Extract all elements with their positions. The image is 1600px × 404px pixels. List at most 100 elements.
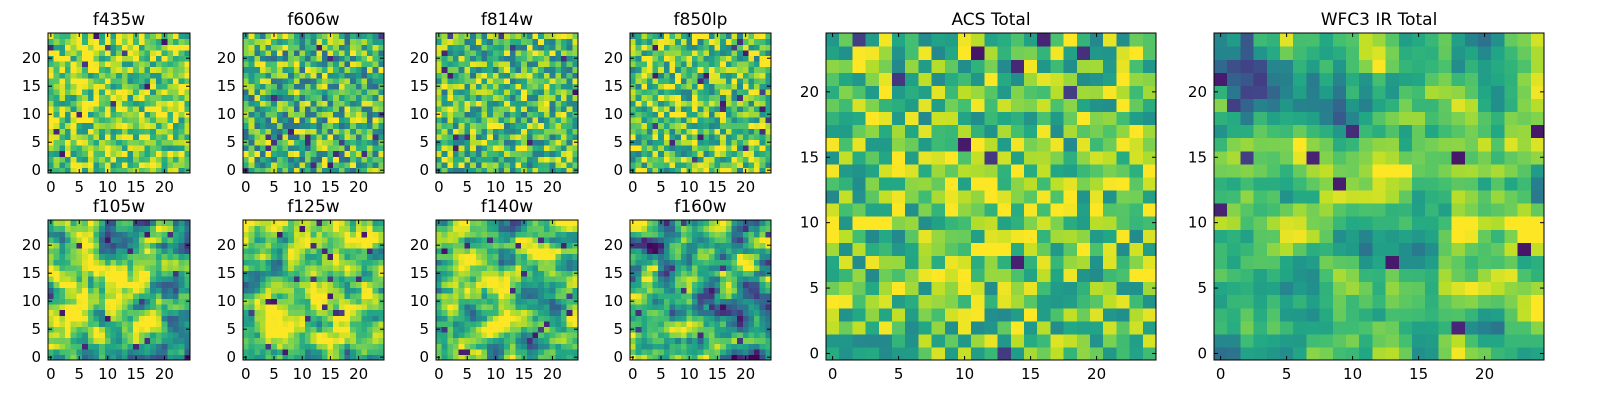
heatmap-cell (447, 276, 453, 282)
heatmap-cell (133, 39, 139, 45)
heatmap-cell (133, 265, 139, 271)
heatmap-cell (743, 61, 749, 67)
heatmap-cell (487, 349, 493, 355)
heatmap-cell (356, 248, 362, 254)
heatmap-cell (339, 293, 345, 299)
heatmap-cell (249, 248, 255, 254)
heatmap-cell (82, 304, 88, 310)
heatmap-cell (367, 338, 373, 344)
heatmap-cell (350, 338, 356, 344)
heatmap-cell (139, 237, 145, 243)
heatmap-cell (350, 282, 356, 288)
heatmap-cell (493, 270, 499, 276)
heatmap-cell (748, 162, 754, 168)
heatmap-cell (550, 326, 556, 332)
heatmap-cell (464, 310, 470, 316)
heatmap-cell (481, 50, 487, 56)
heatmap-cell (266, 67, 272, 73)
heatmap-cell (339, 287, 345, 293)
heatmap-cell (243, 231, 249, 237)
heatmap-cell (288, 145, 294, 151)
heatmap-cell (703, 151, 709, 157)
heatmap-cell (442, 315, 448, 321)
heatmap-cell (487, 106, 493, 112)
heatmap-cell (173, 310, 179, 316)
heatmap-cell (442, 338, 448, 344)
heatmap-cell (311, 293, 317, 299)
heatmap-cell (641, 332, 647, 338)
heatmap-cell (277, 89, 283, 95)
heatmap-cell (459, 326, 465, 332)
heatmap-cell (538, 100, 544, 106)
heatmap-cell (260, 338, 266, 344)
heatmap-cell (179, 117, 185, 123)
heatmap-cell (71, 270, 77, 276)
heatmap-cell (567, 117, 573, 123)
heatmap-cell (110, 226, 116, 232)
heatmap-cell (316, 128, 322, 134)
heatmap-cell (93, 145, 99, 151)
heatmap-cell (316, 162, 322, 168)
heatmap-cell (294, 95, 300, 101)
heatmap-cell (720, 298, 726, 304)
heatmap-cell (139, 117, 145, 123)
heatmap-cell (453, 276, 459, 282)
heatmap-cell (567, 61, 573, 67)
heatmap-cell (139, 287, 145, 293)
heatmap-cell (345, 304, 351, 310)
heatmap-cell (544, 111, 550, 117)
heatmap-cell (748, 134, 754, 140)
heatmap-cell (48, 304, 54, 310)
heatmap-cell (282, 89, 288, 95)
heatmap-cell (636, 100, 642, 106)
heatmap-cell (510, 259, 516, 265)
heatmap-cell (110, 72, 116, 78)
heatmap-cell (630, 72, 636, 78)
heatmap-cell (630, 315, 636, 321)
heatmap-cell (681, 33, 687, 39)
heatmap-cell (277, 95, 283, 101)
heatmap-cell (487, 276, 493, 282)
heatmap-cell (436, 349, 442, 355)
heatmap-cell (356, 83, 362, 89)
heatmap-cell (133, 276, 139, 282)
heatmap-cell (110, 220, 116, 226)
heatmap-cell (459, 145, 465, 151)
heatmap-cell (748, 304, 754, 310)
heatmap-cell (703, 61, 709, 67)
heatmap-cell (453, 298, 459, 304)
heatmap-cell (162, 156, 168, 162)
heatmap-cell (510, 304, 516, 310)
heatmap-cell (669, 282, 675, 288)
heatmap-cell (555, 83, 561, 89)
heatmap-cell (110, 315, 116, 321)
heatmap-cell (150, 95, 156, 101)
heatmap-cell (669, 55, 675, 61)
heatmap-cell (481, 117, 487, 123)
heatmap-cell (533, 276, 539, 282)
heatmap-cell (316, 237, 322, 243)
x-tick-label: 20 (349, 365, 368, 383)
heatmap-cell (550, 156, 556, 162)
heatmap-cell (139, 83, 145, 89)
heatmap-cell (715, 100, 721, 106)
heatmap-cell (453, 145, 459, 151)
heatmap-cell (709, 128, 715, 134)
heatmap-cell (105, 248, 111, 254)
heatmap-cell (453, 162, 459, 168)
heatmap-cell (260, 326, 266, 332)
heatmap-cell (322, 128, 328, 134)
heatmap-cell (361, 145, 367, 151)
heatmap-cell (339, 50, 345, 56)
heatmap-cells (630, 33, 772, 174)
heatmap-cell (145, 78, 151, 84)
heatmap-cell (373, 254, 379, 260)
heatmap-cell (737, 111, 743, 117)
heatmap-cell (527, 220, 533, 226)
heatmap-cell (311, 220, 317, 226)
heatmap-cell (567, 134, 573, 140)
heatmap-cell (464, 95, 470, 101)
heatmap-cell (709, 95, 715, 101)
heatmap-cell (65, 282, 71, 288)
heatmap-cell (333, 145, 339, 151)
